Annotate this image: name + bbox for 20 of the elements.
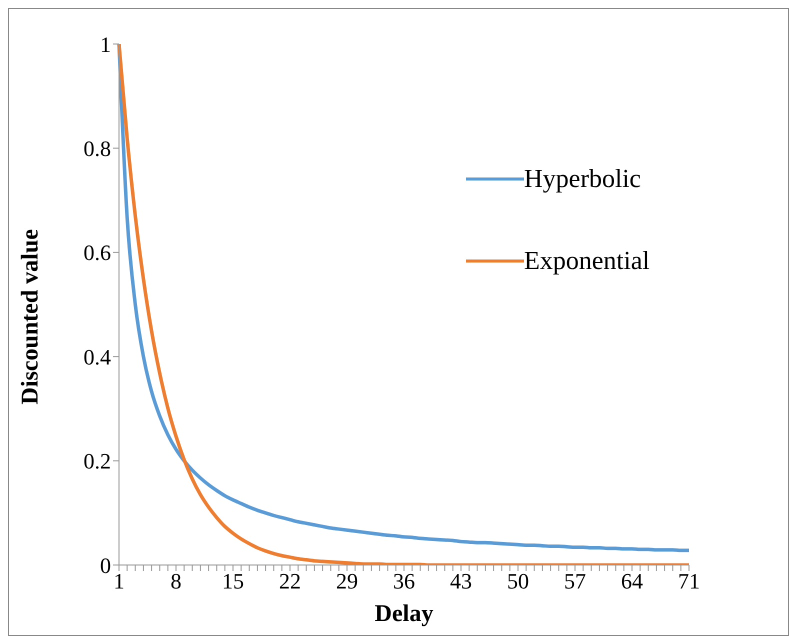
y-tick-label: 0 <box>100 552 111 578</box>
x-tick-label: 50 <box>507 568 529 594</box>
y-tick-label: 0.2 <box>84 448 111 474</box>
x-tick-label: 8 <box>170 568 182 594</box>
legend-label: Hyperbolic <box>524 164 641 194</box>
y-tick-label: 0.4 <box>84 344 111 370</box>
x-tick-label: 29 <box>336 568 358 594</box>
y-axis-title: Discounted value <box>18 228 44 404</box>
x-tick-label: 57 <box>564 568 586 594</box>
legend-label: Exponential <box>524 246 650 276</box>
x-tick-label: 43 <box>450 568 472 594</box>
y-tick-label: 0.6 <box>84 240 111 266</box>
x-tick-label: 64 <box>621 568 643 594</box>
x-tick-label: 15 <box>222 568 244 594</box>
y-tick-label: 0.8 <box>84 136 111 162</box>
x-axis-title: Delay <box>374 601 434 627</box>
y-tick-label: 1 <box>100 32 111 57</box>
x-tick-label: 36 <box>393 568 415 594</box>
x-tick-label: 71 <box>678 568 700 594</box>
x-tick-label: 22 <box>279 568 301 594</box>
